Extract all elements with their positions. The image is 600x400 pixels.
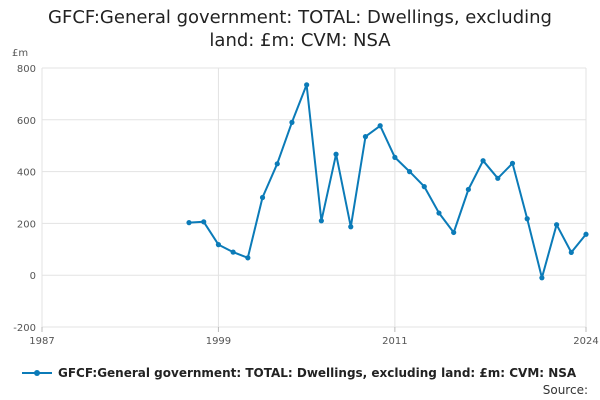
y-tick-label: -200 [13, 323, 36, 334]
data-point[interactable] [304, 82, 310, 88]
grid-lines [41, 67, 587, 328]
data-point[interactable] [406, 169, 413, 175]
y-tick-label: 0 [30, 271, 36, 282]
data-point[interactable] [495, 175, 501, 181]
data-point[interactable] [362, 134, 369, 140]
data-point[interactable] [524, 216, 530, 222]
data-point[interactable] [421, 184, 427, 190]
data-point[interactable] [568, 249, 574, 256]
data-point[interactable] [215, 242, 222, 248]
legend: GFCF:General government: TOTAL: Dwelling… [22, 366, 576, 380]
data-point[interactable] [377, 123, 383, 129]
legend-swatch-icon [22, 367, 52, 379]
data-point[interactable] [289, 119, 295, 125]
data-point[interactable] [436, 210, 442, 216]
data-point[interactable] [333, 151, 339, 157]
chart-title-line-2: land: £m: CVM: NSA [209, 30, 391, 51]
data-point[interactable] [553, 222, 560, 228]
y-tick-label: 800 [17, 64, 36, 75]
legend-series-name: GFCF:General government: TOTAL: Dwelling… [58, 366, 577, 380]
series-line [188, 83, 587, 279]
data-point[interactable] [348, 224, 354, 230]
data-point[interactable] [480, 158, 486, 164]
data-point[interactable] [392, 154, 398, 160]
x-tick-label: 1999 [206, 336, 231, 347]
data-point[interactable] [259, 194, 266, 201]
x-tick-label: 1987 [29, 336, 54, 347]
data-point[interactable] [509, 160, 516, 166]
data-point[interactable] [583, 231, 589, 237]
x-tick-label: 2024 [573, 336, 598, 347]
data-series [186, 82, 589, 281]
data-point[interactable] [274, 161, 280, 167]
x-tick-labels: 1987 1999 2011 2024 [29, 327, 599, 347]
y-tick-labels: 800 600 400 200 0 -200 [13, 64, 36, 334]
data-point[interactable] [186, 220, 192, 226]
chart-title-line-1: GFCF:General government: TOTAL: Dwelling… [48, 7, 552, 28]
y-tick-label: 600 [17, 116, 36, 127]
data-point[interactable] [451, 229, 457, 236]
source-label: Source: [542, 383, 588, 397]
y-axis-unit-label: £m [12, 48, 28, 59]
chart-title: GFCF:General government: TOTAL: Dwelling… [0, 6, 600, 52]
data-point[interactable] [245, 255, 251, 261]
data-point[interactable] [318, 218, 324, 224]
y-tick-label: 400 [17, 168, 36, 179]
data-point[interactable] [230, 249, 236, 255]
data-point[interactable] [539, 275, 545, 281]
y-tick-label: 200 [17, 219, 36, 230]
data-point[interactable] [201, 219, 207, 225]
data-point[interactable] [465, 186, 471, 193]
x-tick-label: 2011 [382, 336, 407, 347]
